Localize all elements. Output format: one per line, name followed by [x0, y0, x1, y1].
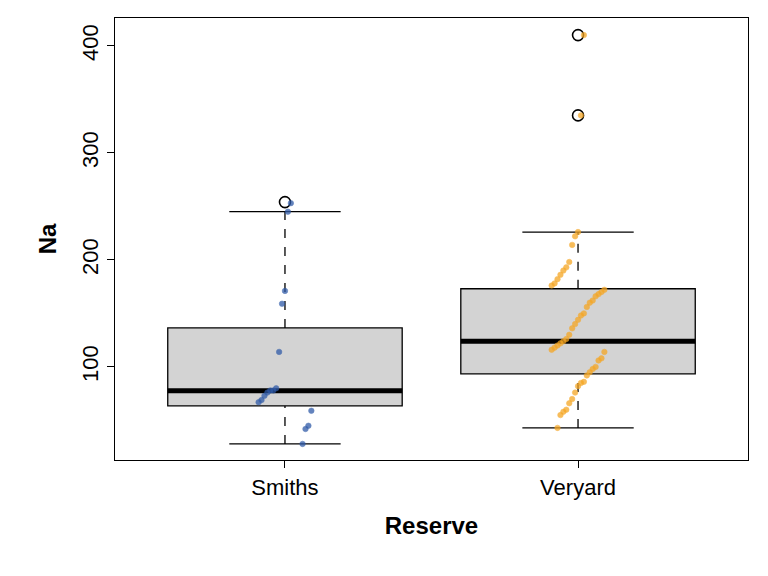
svg-text:300: 300 [78, 131, 103, 168]
svg-text:Na: Na [34, 223, 61, 254]
svg-text:400: 400 [78, 24, 103, 61]
svg-text:100: 100 [78, 345, 103, 382]
svg-text:Reserve: Reserve [385, 512, 478, 539]
svg-text:200: 200 [78, 238, 103, 275]
svg-text:Veryard: Veryard [540, 475, 616, 500]
svg-text:Smiths: Smiths [251, 475, 318, 500]
